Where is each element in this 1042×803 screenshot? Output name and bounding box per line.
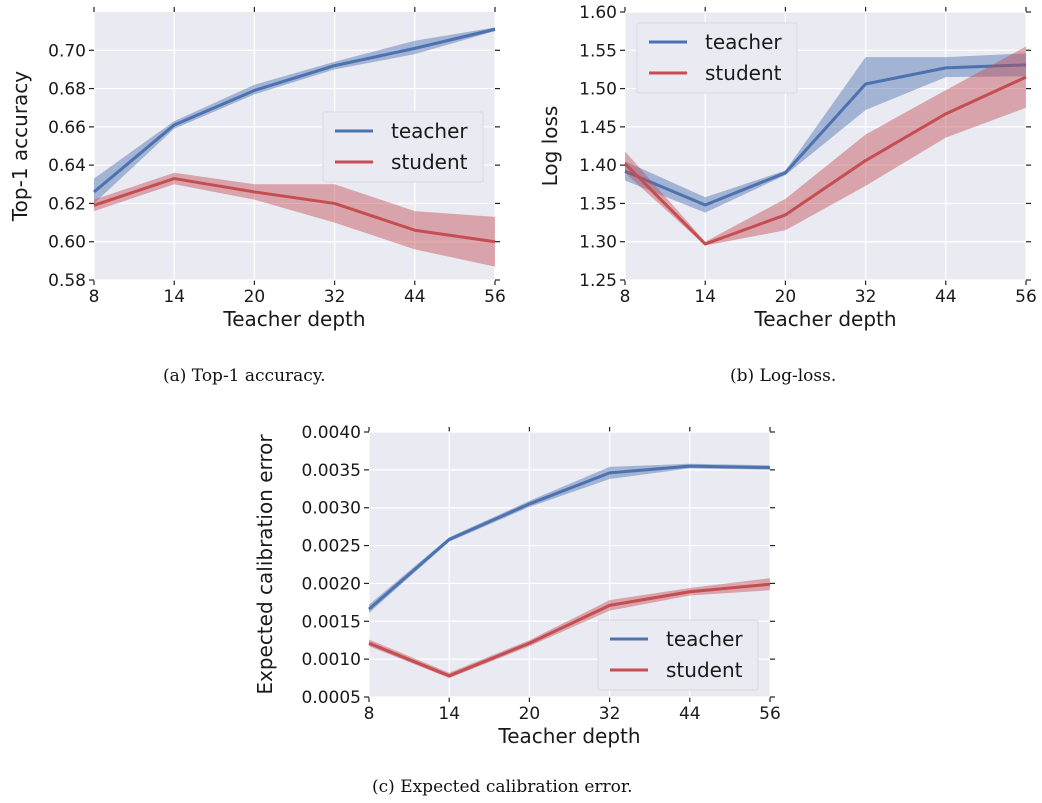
student-line [93, 177, 496, 244]
x-tick-label: 20 [519, 704, 541, 724]
y-tick-label: 0.0005 [302, 688, 361, 708]
y-tick-label: 0.0040 [302, 423, 361, 443]
y-tick-label: 0.62 [48, 194, 86, 214]
legend-label-student: student [666, 658, 743, 682]
x-tick-label: 20 [244, 287, 266, 307]
legend: teacher student [322, 111, 484, 183]
chart-b: 8 14 20 32 44 56 1.25 1.30 1.35 1.40 1.45 1.50 1.55 1… [538, 3, 1037, 331]
chart-c: 8 14 20 32 44 56 0.0005 0.0010 0.0015 0.0020 0.002… [253, 423, 781, 748]
y-tick-label: 0.58 [48, 271, 86, 291]
x-axis-label: Teacher depth [222, 307, 365, 331]
teacher-band [625, 53, 1026, 213]
y-tick-label: 0.0035 [302, 461, 361, 481]
x-tick-label: 14 [163, 287, 185, 307]
caption-b: (b) Log-loss. [730, 366, 837, 386]
legend-label-teacher: teacher [391, 119, 468, 143]
student-band [625, 46, 1026, 246]
y-tick-label: 1.30 [579, 233, 617, 253]
y-tick-label: 1.55 [579, 41, 617, 61]
x-tick-label: 44 [679, 704, 701, 724]
legend-label-teacher: teacher [666, 627, 743, 651]
teacher-line [368, 464, 771, 611]
y-tick-label: 0.0015 [302, 612, 361, 632]
y-axis-label: Top-1 accuracy [8, 71, 32, 222]
y-tick-label: 0.0010 [302, 650, 361, 670]
student-line [623, 75, 1027, 246]
x-tick-label: 44 [935, 287, 957, 307]
y-tick-label: 0.0030 [302, 499, 361, 519]
student-band [94, 172, 495, 267]
chart-a: 8 14 20 32 44 56 0.58 0.60 0.62 0.64 0.66 0.68 0.70 T… [8, 7, 506, 331]
caption-a: (a) Top-1 accuracy. [163, 366, 326, 386]
x-tick-label: 14 [438, 704, 460, 724]
legend: teacher student [597, 619, 759, 691]
x-tick-label: 32 [324, 287, 346, 307]
teacher-line [624, 63, 1027, 207]
x-tick-label: 56 [759, 704, 781, 724]
y-tick-label: 1.60 [579, 3, 617, 23]
caption-c: (c) Expected calibration error. [372, 777, 633, 797]
y-tick-label: 1.50 [579, 80, 617, 100]
student-line [368, 582, 771, 678]
x-tick-label: 8 [89, 287, 100, 307]
student-band [369, 578, 770, 679]
legend: teacher student [636, 22, 798, 94]
x-tick-label: 56 [1015, 287, 1037, 307]
y-tick-label: 1.25 [579, 271, 617, 291]
legend-label-student: student [391, 150, 468, 174]
y-tick-label: 0.60 [48, 233, 86, 253]
x-tick-label: 32 [599, 704, 621, 724]
x-tick-label: 44 [404, 287, 426, 307]
x-tick-label: 20 [775, 287, 797, 307]
legend-label-teacher: teacher [705, 30, 782, 54]
x-tick-label: 14 [694, 287, 716, 307]
x-tick-label: 32 [855, 287, 877, 307]
x-tick-label: 8 [620, 287, 631, 307]
y-tick-label: 0.68 [48, 80, 86, 100]
x-tick-label: 56 [484, 287, 506, 307]
y-tick-label: 1.45 [579, 118, 617, 138]
x-tick-label: 8 [364, 704, 375, 724]
y-tick-label: 1.40 [579, 156, 617, 176]
y-tick-label: 0.70 [48, 41, 86, 61]
y-tick-label: 0.0025 [302, 537, 361, 557]
y-axis-label: Log loss [538, 106, 562, 187]
y-tick-label: 1.35 [579, 194, 617, 214]
x-axis-label: Teacher depth [497, 724, 640, 748]
y-tick-label: 0.66 [48, 118, 86, 138]
x-axis-label: Teacher depth [753, 307, 896, 331]
y-axis-label: Expected calibration error [253, 434, 277, 695]
y-tick-label: 0.64 [48, 156, 86, 176]
teacher-line [93, 27, 496, 194]
legend-label-student: student [705, 61, 782, 85]
y-tick-label: 0.0020 [302, 574, 361, 594]
